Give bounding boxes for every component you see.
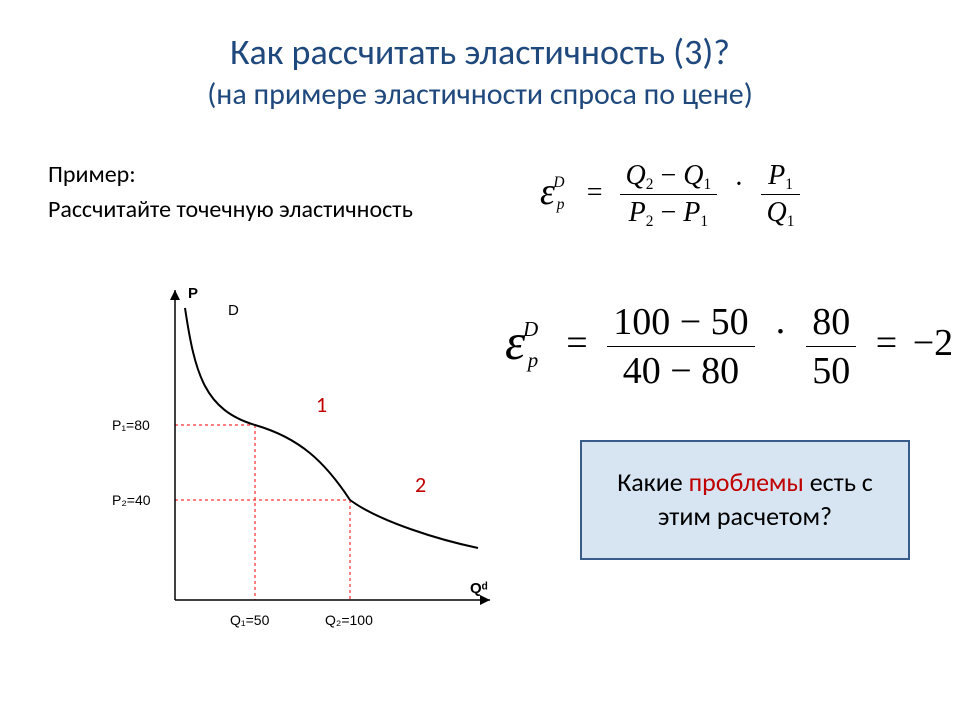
frac-numeric-2: 80 50 [806, 300, 856, 393]
demand-chart: P Qᵈ D P₁=80 P₂=40 Q₁=50 Q₂=100 1 2 [60, 280, 510, 650]
frac-p-q: P1 Q1 [761, 160, 801, 229]
epsilon-sub: p [557, 196, 565, 213]
epsilon-sup-2: D [523, 317, 538, 341]
frac-dq-dp: Q2 − Q1 P2 − P1 [620, 160, 718, 229]
svg-text:2: 2 [415, 471, 426, 498]
equals-3: = [876, 322, 897, 364]
callout-pre: Какие [617, 466, 688, 498]
equals-1: = [587, 177, 603, 208]
svg-text:Q₁=50: Q₁=50 [230, 612, 270, 628]
title-main: Как рассчитать эластичность (3)? [0, 30, 960, 74]
title-block: Как рассчитать эластичность (3)? (на при… [0, 0, 960, 113]
frac-numeric-1: 100 − 50 40 − 80 [607, 300, 754, 393]
svg-text:P₁=80: P₁=80 [112, 417, 150, 433]
formula-general: εDp = Q2 − Q1 P2 − P1 · P1 Q1 [540, 160, 804, 229]
epsilon-sup: D [553, 174, 564, 191]
example-block: Пример: Рассчитайте точечную эластичност… [48, 160, 413, 224]
dot-1: · [734, 169, 743, 200]
svg-text:D: D [228, 302, 239, 319]
svg-text:Qᵈ: Qᵈ [470, 580, 488, 597]
dot-2: · [774, 311, 787, 353]
example-label: Пример: [48, 160, 413, 189]
equals-2: = [566, 322, 587, 364]
svg-text:P₂=40: P₂=40 [112, 492, 151, 508]
svg-text:P: P [188, 285, 198, 302]
callout-red: проблемы [689, 466, 804, 498]
callout-box: Какие проблемы есть с этим расчетом? [580, 440, 910, 560]
formula-numeric: εDp = 100 − 50 40 − 80 · 80 50 = −2 [505, 300, 953, 393]
epsilon-sub-2: p [528, 348, 538, 372]
example-prompt: Рассчитайте точечную эластичность [48, 195, 413, 224]
result-value: −2 [913, 322, 953, 364]
title-sub: (на примере эластичности спроса по цене) [0, 76, 960, 113]
svg-text:1: 1 [316, 391, 327, 418]
svg-text:Q₂=100: Q₂=100 [325, 612, 373, 628]
